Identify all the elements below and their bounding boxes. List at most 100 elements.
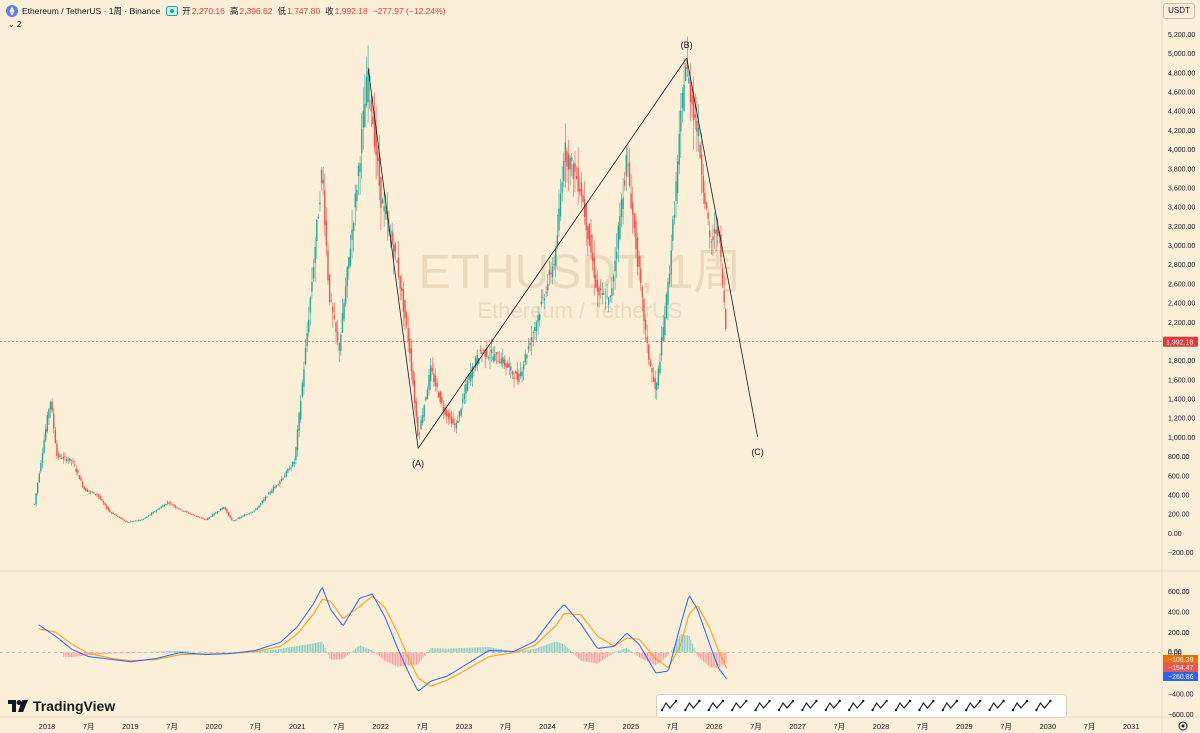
macd-histogram-bar [396, 652, 398, 667]
macd-histogram-bar [144, 652, 146, 653]
macd-histogram-bar [566, 647, 568, 653]
price-candle [49, 400, 52, 418]
macd-axis-tick: 400.00 [1168, 610, 1190, 617]
low-label: 低 [277, 6, 287, 16]
price-candle [444, 403, 446, 418]
macd-histogram-bar [624, 648, 626, 653]
elliott-correction-icon[interactable] [777, 699, 795, 712]
price-candle [320, 167, 323, 192]
head-shoulders-icon[interactable] [965, 699, 982, 712]
price-candle [396, 259, 398, 264]
horizontal-line-icon[interactable] [824, 699, 841, 712]
macd-histogram-bar [600, 652, 602, 662]
macd-histogram-bar [162, 651, 164, 653]
fib-retracement-icon[interactable] [941, 699, 958, 712]
text-icon[interactable] [918, 699, 935, 712]
abcd-pattern-icon[interactable] [660, 699, 678, 712]
macd-histogram-bar [138, 652, 140, 653]
price-candle [198, 516, 201, 519]
zigzag-icon[interactable] [1011, 699, 1029, 712]
price-candle [442, 400, 445, 420]
price-candle [599, 279, 602, 299]
price-candle [256, 506, 259, 511]
settings-icon[interactable] [1178, 721, 1188, 731]
time-axis-tick: 7月 [1084, 722, 1096, 731]
macd-histogram-bar [205, 652, 207, 653]
price-candle [502, 348, 504, 369]
crosshair-icon[interactable] [848, 699, 865, 712]
price-candle [319, 191, 321, 212]
price-candle [404, 299, 406, 331]
currency-button[interactable]: USDT [1163, 3, 1195, 19]
price-candle [678, 110, 680, 175]
price-candle [654, 370, 656, 399]
collapse-indicators-button[interactable]: ⌄ 2 [8, 20, 22, 29]
macd-histogram-bar [209, 652, 211, 653]
price-candle [529, 338, 531, 352]
macd-histogram-bar [693, 647, 695, 653]
price-candle [194, 514, 196, 517]
price-candle [720, 225, 722, 267]
date-range-icon[interactable] [1035, 699, 1052, 712]
elliott-wave-drawing[interactable]: (A) (B) (C) [367, 40, 764, 468]
price-candle [657, 365, 660, 389]
price-candle [550, 261, 552, 284]
trend-line-icon[interactable] [684, 699, 701, 712]
price-candle [138, 519, 140, 522]
symbol-title[interactable]: Ethereum / TetherUS · 1周 · Binance [22, 6, 161, 16]
macd-histogram-bar [201, 652, 203, 653]
macd-histogram-bar [552, 642, 554, 653]
ray-icon[interactable] [707, 699, 724, 712]
macd-histogram-bar [526, 649, 528, 653]
macd-histogram-bar [648, 652, 650, 663]
price-candle [712, 224, 714, 256]
macd-histogram-bar [157, 651, 159, 653]
macd-histogram-bar [550, 643, 552, 653]
price-candle [237, 517, 239, 520]
macd-histogram-bar [178, 650, 180, 653]
elliott-wave-line [367, 67, 419, 449]
price-candle [139, 519, 142, 521]
macd-histogram-bar [622, 649, 624, 653]
price-candle [158, 507, 161, 510]
macd-histogram-bar [74, 652, 76, 657]
macd-histogram-bar [682, 634, 684, 653]
tradingview-logo[interactable]: TradingView [8, 698, 115, 714]
gann-fan-icon[interactable] [801, 699, 818, 712]
macd-histogram-bar [534, 648, 536, 653]
time-axis-tick: 7月 [750, 722, 762, 731]
price-candle [36, 481, 39, 496]
macd-histogram-bar [602, 652, 604, 661]
macd-histogram-bar [451, 648, 453, 653]
macd-histogram-bar [704, 652, 706, 664]
close-label: 收 [325, 6, 334, 16]
macd-histogram-bar [462, 647, 464, 653]
drawing-toolbar[interactable] [656, 694, 1067, 718]
price-candle [689, 63, 692, 122]
macd-histogram-bar [683, 634, 685, 653]
macd-histogram-bar [489, 647, 491, 653]
macd-value-tag [1163, 663, 1198, 672]
elliott-impulse-icon[interactable] [754, 699, 771, 712]
price-candle [272, 484, 275, 494]
macd-histogram-bar [568, 648, 570, 653]
price-candle [710, 238, 713, 255]
price-candle [700, 132, 703, 194]
wxy-pattern-icon[interactable] [871, 699, 888, 712]
price-candle [195, 515, 198, 517]
price-candle [450, 410, 453, 428]
price-candle [521, 366, 523, 383]
price-candle [595, 267, 597, 289]
brush-icon[interactable] [894, 699, 912, 712]
price-candle [474, 355, 477, 372]
price-candle [314, 237, 316, 283]
macd-histogram-bar [101, 652, 103, 655]
rectangle-icon[interactable] [731, 699, 748, 712]
xabcd-pattern-icon[interactable] [988, 699, 1005, 712]
macd-histogram-bar [84, 652, 86, 656]
macd-histogram-bar [297, 645, 299, 653]
macd-histogram-bar [85, 652, 87, 656]
macd-histogram-bar [141, 652, 143, 653]
price-candle [617, 221, 619, 263]
